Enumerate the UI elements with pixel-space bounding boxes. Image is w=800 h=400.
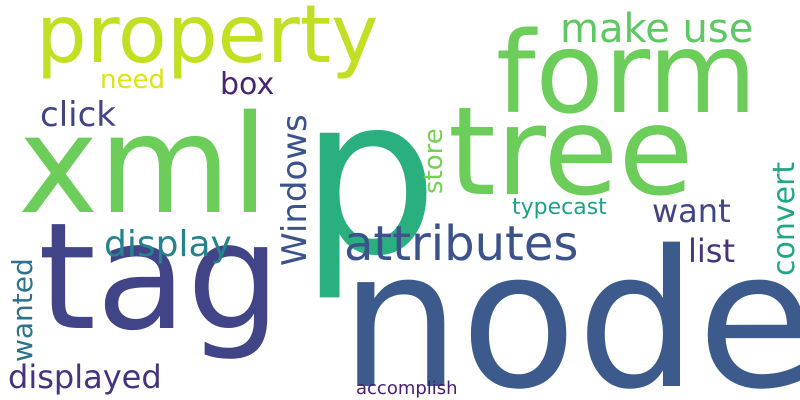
word-windows: Windows [275, 114, 315, 266]
word-typecast: typecast [512, 195, 607, 220]
word-store: store [419, 128, 449, 194]
word-click: click [40, 95, 116, 135]
word-display: display [104, 224, 232, 265]
word-convert: convert [767, 162, 800, 276]
word-tree: tree [448, 81, 693, 223]
word-form: form [496, 9, 757, 139]
word-wanted: wanted [6, 258, 39, 362]
word-want: want [652, 192, 731, 230]
word-displayed: displayed [8, 358, 162, 396]
word-need: need [100, 65, 165, 95]
word-tag: tag [38, 191, 281, 363]
word-attributes: attributes [344, 216, 578, 272]
word-list: list [688, 232, 735, 270]
word-xml: xml [18, 87, 269, 245]
word-accomplish: accomplish [356, 378, 458, 399]
word-box: box [220, 67, 274, 102]
word-node: node [340, 210, 800, 400]
word-p: p [300, 51, 438, 304]
word-property: property [36, 0, 378, 81]
word-make-use: make use [560, 6, 753, 52]
